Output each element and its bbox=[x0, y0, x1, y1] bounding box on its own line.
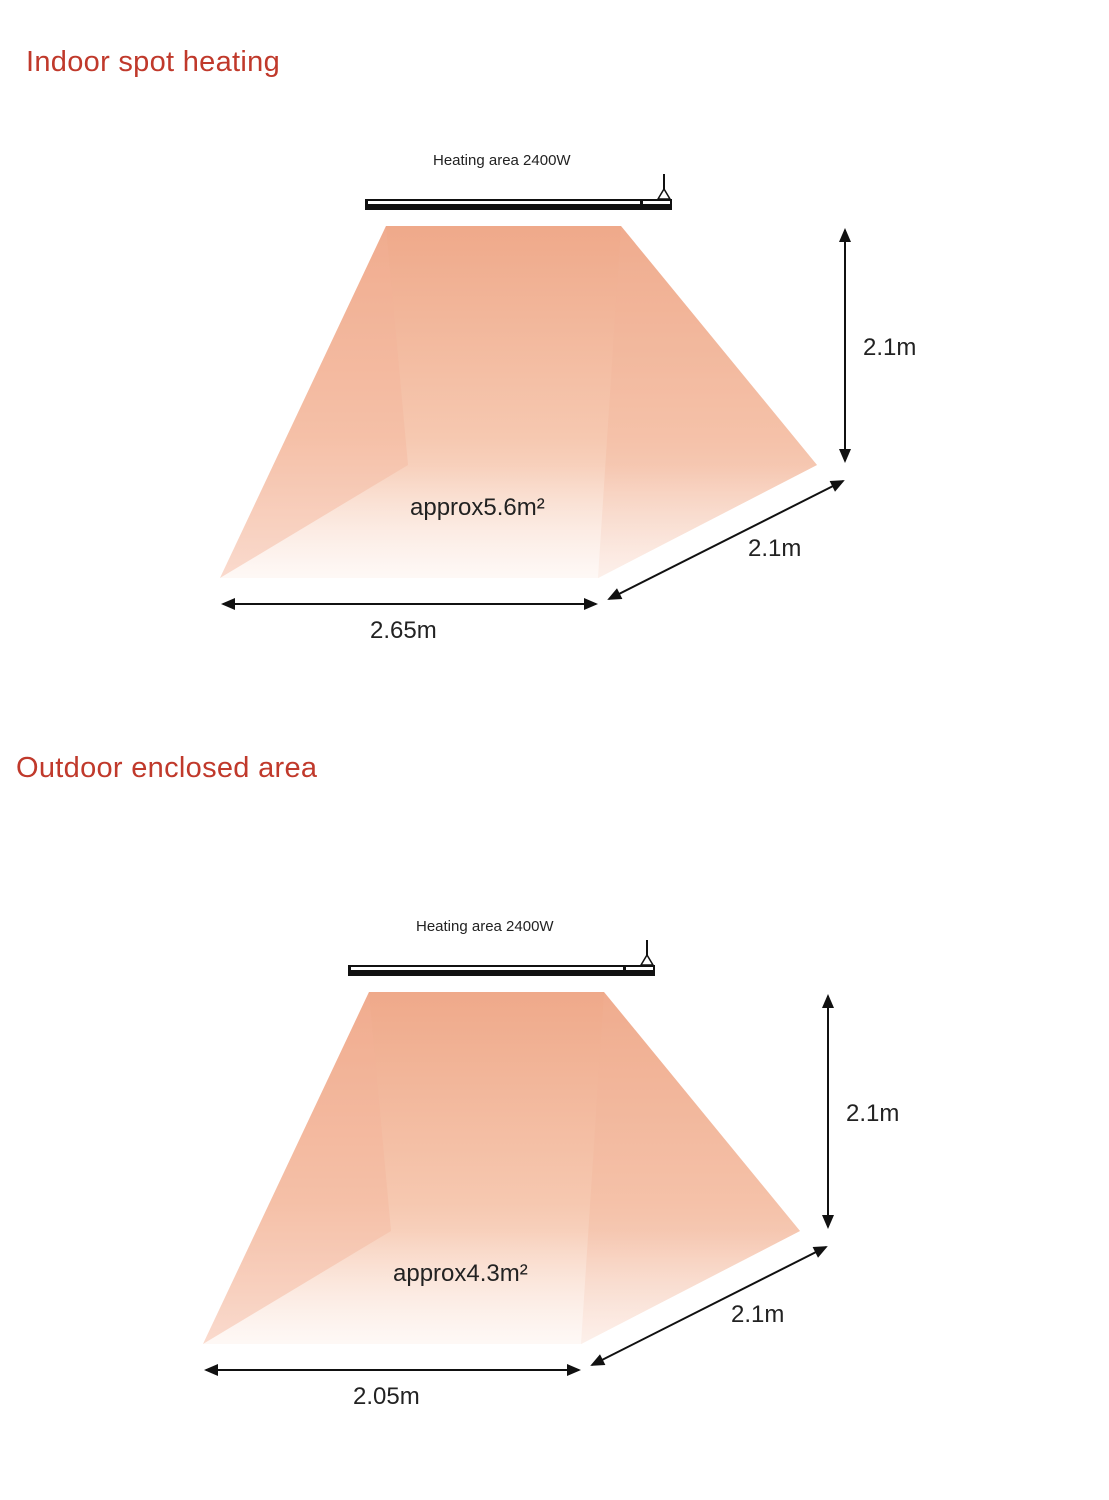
section-title-indoor: Indoor spot heating bbox=[26, 46, 280, 78]
depth-label: 2.1m bbox=[748, 535, 801, 562]
width-label: 2.05m bbox=[353, 1383, 420, 1410]
height-label: 2.1m bbox=[863, 334, 916, 361]
section-title-outdoor: Outdoor enclosed area bbox=[16, 752, 318, 784]
heater-icon bbox=[348, 940, 655, 976]
diagram-indoor: Heating area 2400W approx5.6m² 2.1m 2.1m… bbox=[220, 152, 916, 644]
heater-label: Heating area 2400W bbox=[433, 152, 571, 169]
area-label: approx5.6m² bbox=[410, 494, 545, 521]
width-label: 2.65m bbox=[370, 617, 437, 644]
depth-label: 2.1m bbox=[731, 1301, 784, 1328]
heater-icon bbox=[365, 174, 672, 210]
heat-zone bbox=[203, 992, 800, 1344]
area-label: approx4.3m² bbox=[393, 1260, 528, 1287]
heat-zone bbox=[220, 226, 817, 578]
depth-arrow bbox=[607, 480, 845, 600]
heater-label: Heating area 2400W bbox=[416, 918, 554, 935]
diagram-outdoor: Heating area 2400W approx4.3m² 2.1m 2.1m… bbox=[203, 918, 899, 1410]
height-label: 2.1m bbox=[846, 1100, 899, 1127]
depth-arrow bbox=[590, 1246, 828, 1366]
